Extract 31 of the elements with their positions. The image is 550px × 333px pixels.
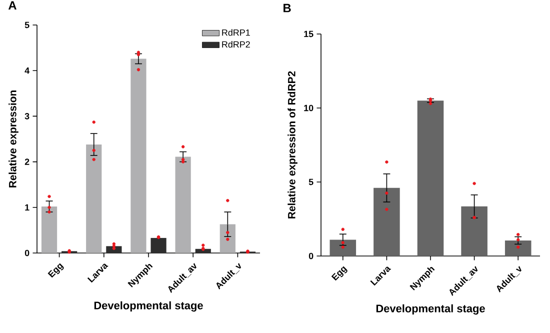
x-axis-title: Developmental stage (94, 301, 203, 312)
bar (374, 188, 400, 256)
legend-label: RdRP1 (222, 29, 250, 36)
x-tick-label: Egg (331, 266, 348, 281)
bar (504, 240, 532, 256)
bar (175, 156, 191, 253)
bar (220, 224, 236, 253)
y-axis-title: Relative expression of RdRP2 (288, 71, 298, 218)
chart-title: B (284, 4, 291, 12)
bar (417, 100, 444, 256)
y-tick-label: 0 (308, 252, 314, 260)
y-tick-label: 4 (24, 68, 30, 74)
bar (130, 58, 146, 253)
y-axis-title: Relative expression (8, 90, 18, 188)
y-tick-label: 5 (308, 178, 314, 186)
x-tick-label: Egg (48, 263, 64, 278)
y-tick-label: 10 (304, 104, 314, 112)
legend-label: RdRP2 (222, 41, 250, 48)
bar (330, 240, 356, 256)
bar (461, 206, 488, 256)
y-tick-label: 0 (24, 250, 30, 256)
y-tick-label: 15 (304, 30, 314, 38)
y-tick-label: 2 (24, 158, 30, 165)
y-tick-label: 5 (24, 22, 30, 28)
y-tick-label: 1 (25, 204, 30, 210)
chart-title: A (8, 1, 16, 10)
bar (150, 238, 166, 253)
bar (86, 144, 102, 253)
x-axis-title: Developmental stage (376, 304, 485, 315)
y-tick-label: 3 (24, 113, 30, 120)
bar (41, 206, 58, 253)
